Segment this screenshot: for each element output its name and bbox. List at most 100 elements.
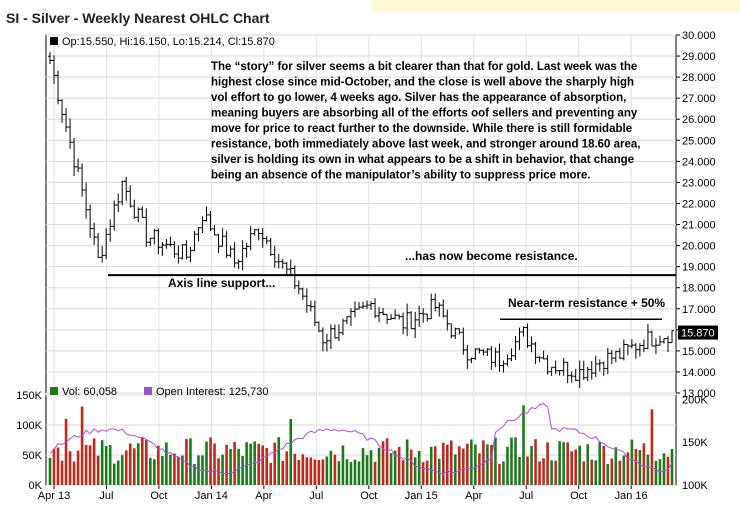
last-price-label: 15.870 [681,328,715,340]
volume-bar [506,446,509,485]
volume-bar [161,456,164,485]
resistance-annotation: ...has now become resistance. [405,249,578,263]
volume-bar [205,441,208,485]
price-tick-label: 22.000 [682,198,716,210]
volume-bar [132,448,136,485]
volume-bar [393,450,397,485]
volume-bar [550,460,553,485]
volume-bar [486,444,489,485]
oi-axis-label: 200K [682,394,708,406]
volume-bar [662,453,666,485]
volume-bar [449,440,453,485]
volume-bar [313,459,317,485]
volume-bar [594,460,598,485]
volume-bar [189,438,192,485]
volume-bar [614,447,618,485]
volume-bar [165,442,168,485]
volume-bar [309,457,313,485]
volume-bar [478,453,481,485]
volume-bar [570,451,573,485]
price-tick-label: 29.000 [682,51,716,63]
volume-bar [566,442,569,485]
volume-bar [562,442,565,485]
x-tick-label: Jul [309,490,323,502]
volume-bar [64,419,68,485]
near-term-annotation: Near-term resistance + 50% [508,296,665,310]
volume-bar [120,455,124,485]
volume-bar [365,455,369,485]
volume-bar [233,441,236,485]
volume-bar [353,459,357,485]
price-tick-label: 26.000 [682,114,716,126]
volume-bar [128,443,132,485]
volume-bar [498,463,501,485]
volume-bar [466,443,469,485]
volume-bar [245,442,248,485]
volume-bar [157,445,160,485]
volume-bar [670,448,674,485]
volume-bar [518,456,521,485]
price-tick-label: 25.000 [682,135,716,147]
price-tick-label: 15.000 [682,346,716,358]
volume-bar [321,459,325,485]
volume-bar [68,451,72,485]
volume-bar [377,447,381,485]
volume-bar [301,454,305,485]
volume-bar [345,459,349,485]
chart-title: SI - Silver - Weekly Nearest OHLC Chart [6,10,270,26]
volume-bar [140,437,144,485]
vol-legend: Vol: 60,058 [62,386,117,398]
price-tick-label: 27.000 [682,93,716,105]
volume-bar [273,442,277,485]
x-tick-label: Oct [360,490,377,502]
volume-bar [56,447,60,485]
commentary-line: highest close since mid-October, and the… [211,77,634,89]
volume-bar [409,449,413,485]
x-tick-label: Apr [465,490,482,502]
last-price-box [678,325,718,340]
volume-bar [80,406,84,485]
price-tick-label: 21.000 [682,220,716,232]
price-tick-label: 13.000 [682,388,716,400]
volume-bar [590,459,594,485]
volume-bar [329,450,333,485]
volume-bar [526,456,529,485]
volume-bar [285,451,289,485]
volume-bar [116,460,120,485]
open-interest-line [49,403,673,475]
price-tick-label: 30.000 [682,30,716,42]
volume-bar [297,459,301,485]
volume-bar [454,454,457,485]
volume-bar [634,449,638,485]
volume-bar [173,453,176,485]
volume-bar [666,456,670,485]
price-tick-label: 18.000 [682,283,716,295]
volume-bar [534,439,537,485]
volume-bar [145,439,148,485]
oi-axis-label: 100K [682,480,708,492]
volume-bar [337,461,341,485]
x-tick-label: Jul [99,490,113,502]
volume-bar [325,456,329,485]
x-tick-label: Oct [150,490,167,502]
volume-bar [48,457,52,485]
volume-bar [642,443,646,485]
volume-bar [92,438,96,485]
volume-bar [265,447,268,485]
volume-bar [305,457,309,485]
volume-axis-label: 100K [16,420,42,432]
volume-bar [458,446,461,485]
x-tick-label: Jul [519,490,533,502]
top-highlight-box [372,0,740,12]
commentary-line: being an absence of the manipulator’s ab… [211,170,591,182]
volume-bar [237,448,240,485]
volume-bar [542,458,545,485]
volume-panel-frame [45,394,677,486]
volume-bar [582,461,586,485]
volume-bar [558,441,561,485]
volume-bar [470,439,473,485]
volume-bar [538,461,541,485]
volume-bar [429,446,433,485]
price-tick-label: 24.000 [682,156,716,168]
volume-bar [413,457,417,485]
